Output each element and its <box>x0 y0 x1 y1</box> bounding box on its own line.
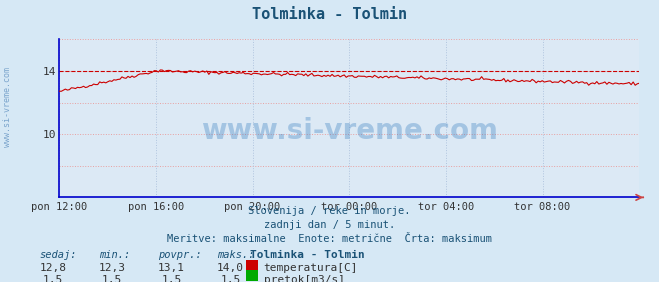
Text: www.si-vreme.com: www.si-vreme.com <box>201 117 498 145</box>
Text: 1,5: 1,5 <box>221 275 241 282</box>
Text: 1,5: 1,5 <box>102 275 122 282</box>
Text: 12,8: 12,8 <box>40 263 66 273</box>
Text: Slovenija / reke in morje.: Slovenija / reke in morje. <box>248 206 411 216</box>
Text: 1,5: 1,5 <box>161 275 181 282</box>
Text: Tolminka - Tolmin: Tolminka - Tolmin <box>252 7 407 22</box>
Text: maks.:: maks.: <box>217 250 255 259</box>
Text: 1,5: 1,5 <box>43 275 63 282</box>
Text: povpr.:: povpr.: <box>158 250 202 259</box>
Text: min.:: min.: <box>99 250 130 259</box>
Text: 12,3: 12,3 <box>99 263 125 273</box>
Text: Meritve: maksimalne  Enote: metrične  Črta: maksimum: Meritve: maksimalne Enote: metrične Črta… <box>167 234 492 244</box>
Text: 13,1: 13,1 <box>158 263 185 273</box>
Text: Tolminka - Tolmin: Tolminka - Tolmin <box>250 250 365 259</box>
Text: www.si-vreme.com: www.si-vreme.com <box>3 67 13 147</box>
Text: sedaj:: sedaj: <box>40 250 77 259</box>
Text: pretok[m3/s]: pretok[m3/s] <box>264 275 345 282</box>
Text: zadnji dan / 5 minut.: zadnji dan / 5 minut. <box>264 220 395 230</box>
Text: 14,0: 14,0 <box>217 263 244 273</box>
Text: temperatura[C]: temperatura[C] <box>264 263 358 273</box>
